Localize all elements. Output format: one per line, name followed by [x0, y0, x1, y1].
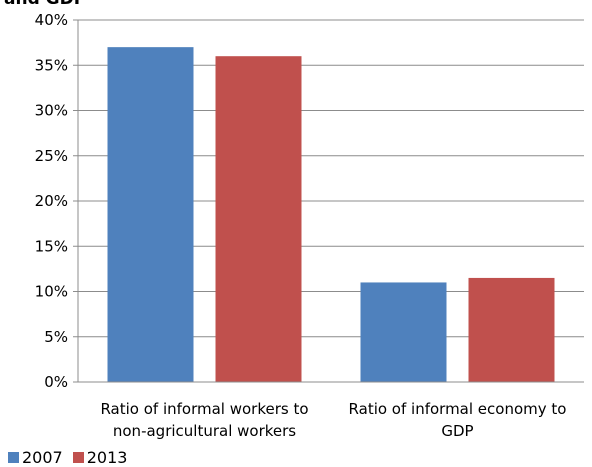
y-tick-label: 30% — [35, 102, 68, 120]
y-tick-label: 40% — [35, 11, 68, 29]
legend-swatch-2013 — [72, 452, 84, 463]
y-tick-label: 5% — [44, 328, 68, 346]
x-category-label: Ratio of informal economy to — [349, 400, 567, 418]
bars — [107, 47, 555, 383]
y-tick-label: 15% — [35, 237, 68, 255]
legend-item-2013: 2013 — [72, 448, 128, 467]
x-category-label: Ratio of informal workers to — [100, 400, 308, 418]
bar-2007-1 — [107, 47, 194, 383]
bar-2013-1 — [215, 56, 302, 382]
bar-2013-2 — [468, 277, 555, 382]
y-tick-label: 0% — [44, 373, 68, 391]
y-axis-ticks: 0% 5% 10% 15% 20% 25% 30% 35% 40% — [35, 11, 79, 391]
x-category-label: GDP — [441, 422, 473, 440]
y-tick-label: 20% — [35, 192, 68, 210]
bar-2007-2 — [360, 282, 447, 382]
y-tick-label: 10% — [35, 283, 68, 301]
legend-swatch-2007 — [8, 452, 19, 463]
legend-label-2013: 2013 — [86, 448, 128, 467]
legend-label-2007: 2007 — [22, 448, 63, 467]
x-category-label: non-agricultural workers — [113, 422, 296, 440]
legend-item-2007: 2007 — [8, 448, 63, 467]
chart-title-fragment: and GDP — [4, 0, 86, 9]
legend: 2007 2013 — [8, 448, 127, 467]
y-tick-label: 25% — [35, 147, 68, 165]
x-axis-labels: Ratio of informal workers to non-agricult… — [100, 400, 566, 440]
y-tick-label: 35% — [35, 56, 68, 74]
